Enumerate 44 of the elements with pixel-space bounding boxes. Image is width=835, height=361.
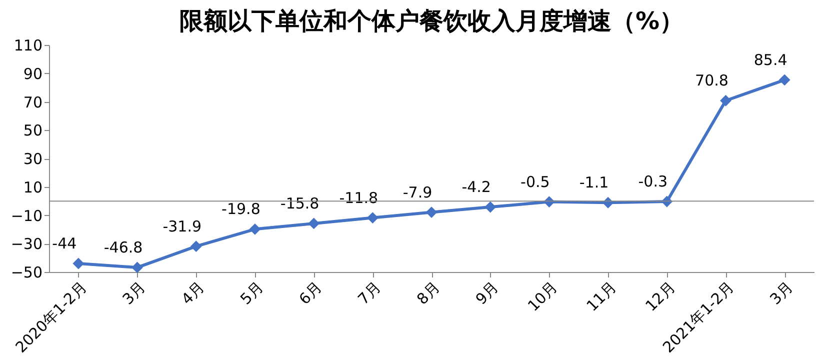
data-label: -15.8 — [280, 194, 320, 212]
point — [308, 218, 320, 230]
x-tick-label: 8月 — [413, 278, 444, 308]
data-label: 70.8 — [695, 72, 728, 90]
x-tick-label: 9月 — [472, 278, 502, 308]
point — [366, 212, 378, 224]
y-tick-label: 50 — [23, 122, 42, 140]
data-label: -7.9 — [402, 183, 432, 202]
point — [484, 201, 496, 213]
chart-title: 限额以下单位和个体户餐饮收入月度增速（%） — [179, 7, 684, 35]
data-label: -1.1 — [579, 174, 609, 192]
x-tick-label: 4月 — [178, 278, 208, 308]
y-tick-label: 10 — [23, 178, 42, 196]
data-label: -11.8 — [339, 188, 378, 207]
y-tick-label: 30 — [23, 150, 42, 168]
point — [72, 258, 84, 270]
y-tick-label: −10 — [10, 206, 42, 225]
point — [778, 74, 790, 86]
data-label: -0.3 — [638, 172, 668, 190]
point — [190, 240, 202, 252]
point — [426, 206, 438, 218]
point — [720, 94, 732, 106]
data-label: -31.9 — [162, 217, 202, 236]
y-tick-label: 110 — [14, 36, 42, 54]
y-tick-label: −50 — [10, 264, 42, 282]
x-tick-label: 12月 — [642, 278, 679, 315]
x-tick-label: 7月 — [354, 278, 384, 308]
x-tick-label: 10月 — [524, 278, 562, 315]
data-label: 85.4 — [754, 50, 788, 69]
data-label: -0.5 — [520, 172, 550, 191]
x-tick-label: 3月 — [119, 278, 150, 308]
x-tick-label: 11月 — [583, 278, 620, 315]
y-tick-label: 90 — [23, 64, 42, 83]
x-tick-label: 5月 — [236, 278, 267, 308]
data-label: -19.8 — [222, 200, 260, 218]
y-tick-label: 70 — [23, 93, 42, 112]
data-label: -46.8 — [104, 238, 143, 256]
x-tick-label: 3月 — [766, 278, 796, 308]
data-label: -4.2 — [462, 178, 491, 196]
data-label: -44 — [52, 234, 77, 252]
y-tick-label: −30 — [10, 235, 42, 254]
x-tick-label: 6月 — [296, 278, 326, 308]
point — [132, 262, 143, 274]
point — [249, 223, 261, 235]
